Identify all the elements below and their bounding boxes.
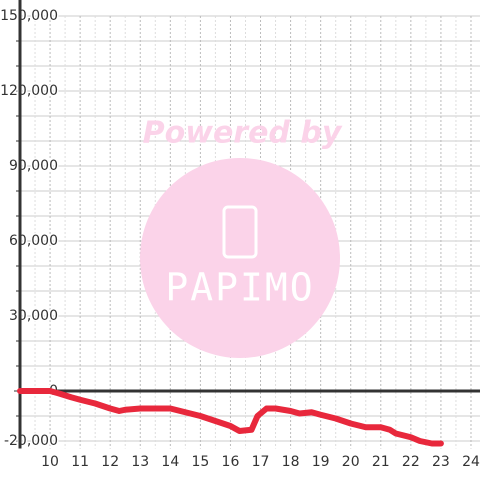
x-tick-label: 20 [342,454,360,470]
y-tick-label: 60,000 [9,233,58,249]
phone-icon [222,205,258,259]
x-tick-label: 14 [161,454,179,470]
data-line [17,388,444,447]
x-tick-label: 11 [71,454,89,470]
y-tick-label: -20,000 [4,433,58,449]
x-tick-label: 24 [462,454,480,470]
y-tick-label: 30,000 [9,308,58,324]
x-tick-label: 16 [222,454,240,470]
x-tick-label: 13 [131,454,149,470]
y-tick-label: 120,000 [0,83,58,99]
x-tick-label: 21 [372,454,390,470]
y-tick-label: 90,000 [9,158,58,174]
x-tick-label: 18 [282,454,300,470]
watermark-title: Powered by [143,116,343,151]
y-tick-label: 150,000 [0,8,58,24]
x-tick-label: 17 [252,454,270,470]
x-tick-label: 12 [101,454,119,470]
x-tick-label: 10 [41,454,59,470]
watermark: Powered by PAPIMO [140,116,343,358]
watermark-brand: PAPIMO [165,266,314,310]
x-tick-label: 15 [191,454,209,470]
x-tick-label: 23 [432,454,450,470]
x-tick-label: 22 [402,454,420,470]
x-tick-label: 19 [312,454,330,470]
